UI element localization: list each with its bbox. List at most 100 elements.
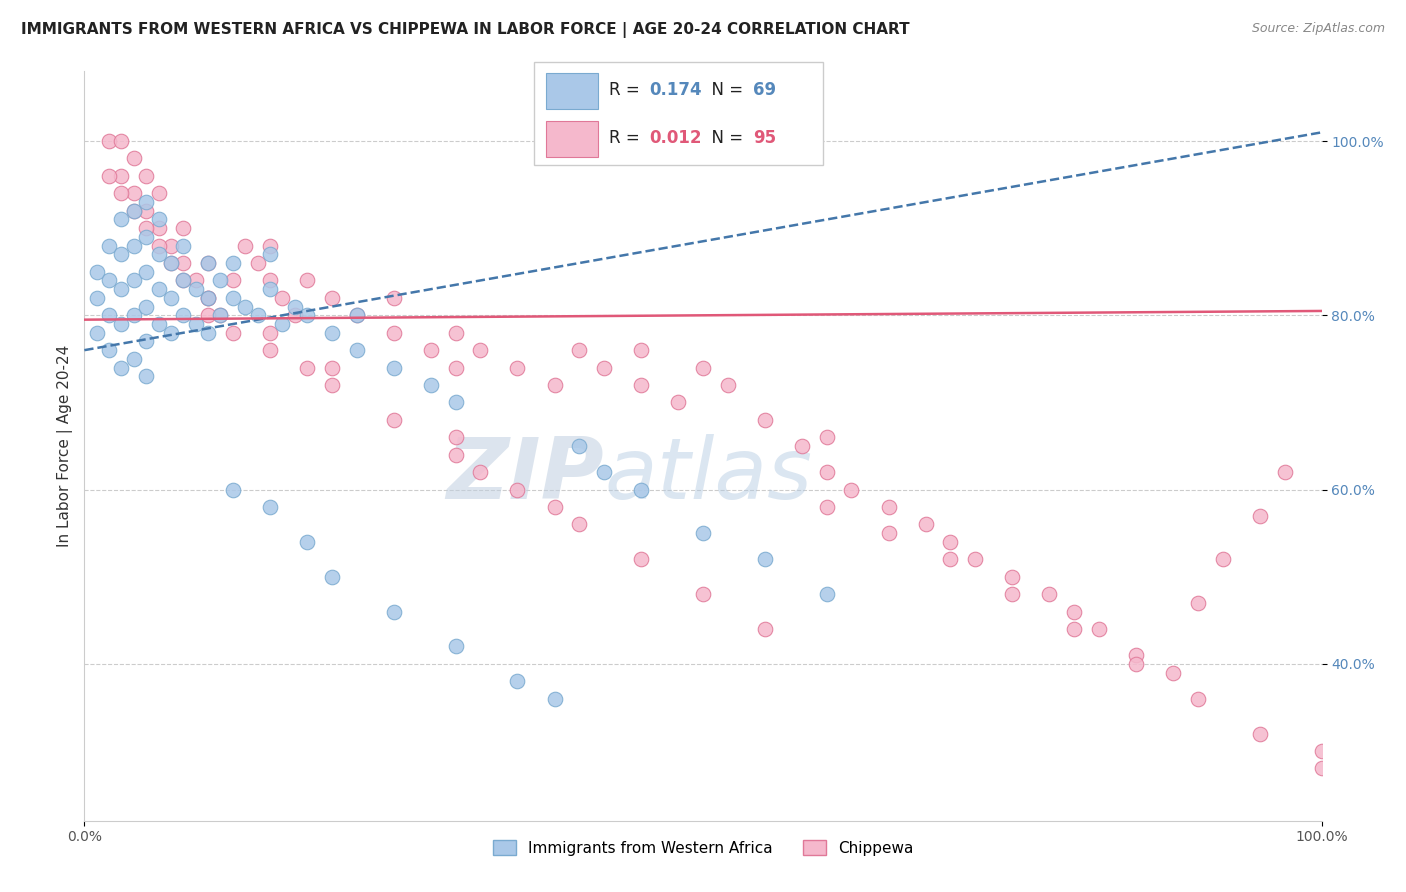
Point: [419, 378, 441, 392]
Point: [197, 291, 219, 305]
Point: [233, 300, 256, 314]
Point: [419, 343, 441, 358]
Point: [259, 326, 281, 340]
Point: [630, 343, 652, 358]
Point: [382, 291, 405, 305]
Point: [160, 291, 183, 305]
Point: [184, 273, 207, 287]
Point: [197, 291, 219, 305]
Point: [197, 256, 219, 270]
Point: [1125, 657, 1147, 671]
Point: [1310, 761, 1333, 775]
Point: [815, 430, 838, 444]
Point: [1187, 691, 1209, 706]
Point: [160, 238, 183, 252]
Point: [295, 534, 318, 549]
Point: [197, 308, 219, 322]
Y-axis label: In Labor Force | Age 20-24: In Labor Force | Age 20-24: [58, 345, 73, 547]
Bar: [546, 73, 598, 109]
Point: [1310, 744, 1333, 758]
Point: [321, 291, 343, 305]
Point: [295, 273, 318, 287]
Point: [148, 282, 170, 296]
Point: [122, 152, 145, 166]
Point: [346, 308, 368, 322]
Point: [939, 534, 962, 549]
Point: [568, 517, 591, 532]
Point: [259, 247, 281, 261]
Point: [877, 500, 900, 514]
Point: [86, 291, 108, 305]
Point: [110, 186, 132, 201]
Text: Source: ZipAtlas.com: Source: ZipAtlas.com: [1251, 22, 1385, 36]
Point: [1212, 552, 1234, 566]
Point: [1001, 570, 1024, 584]
Point: [444, 360, 467, 375]
Point: [184, 282, 207, 296]
Point: [1001, 587, 1024, 601]
Point: [135, 203, 157, 218]
Point: [122, 273, 145, 287]
Point: [222, 291, 245, 305]
Point: [815, 465, 838, 479]
Point: [222, 483, 245, 497]
Point: [877, 526, 900, 541]
Text: N =: N =: [702, 129, 749, 147]
Point: [98, 343, 121, 358]
Point: [110, 282, 132, 296]
Point: [110, 247, 132, 261]
Text: N =: N =: [702, 81, 749, 99]
Point: [790, 439, 813, 453]
Point: [197, 256, 219, 270]
Point: [568, 439, 591, 453]
Point: [135, 369, 157, 384]
Point: [197, 291, 219, 305]
Point: [246, 256, 269, 270]
Point: [135, 334, 157, 349]
Point: [593, 360, 616, 375]
Point: [148, 238, 170, 252]
Point: [271, 317, 294, 331]
Point: [1187, 596, 1209, 610]
Point: [222, 273, 245, 287]
Point: [1063, 605, 1085, 619]
Point: [209, 308, 232, 322]
Point: [939, 552, 962, 566]
Point: [382, 360, 405, 375]
Point: [172, 238, 194, 252]
Point: [346, 343, 368, 358]
Point: [1038, 587, 1060, 601]
Point: [148, 317, 170, 331]
Text: ZIP: ZIP: [446, 434, 605, 517]
Point: [122, 351, 145, 366]
Point: [98, 273, 121, 287]
Point: [122, 308, 145, 322]
Point: [444, 640, 467, 654]
Point: [914, 517, 936, 532]
Point: [172, 256, 194, 270]
Text: IMMIGRANTS FROM WESTERN AFRICA VS CHIPPEWA IN LABOR FORCE | AGE 20-24 CORRELATIO: IMMIGRANTS FROM WESTERN AFRICA VS CHIPPE…: [21, 22, 910, 38]
Point: [233, 238, 256, 252]
Point: [568, 343, 591, 358]
Point: [135, 230, 157, 244]
Point: [98, 169, 121, 183]
Point: [172, 273, 194, 287]
Point: [382, 605, 405, 619]
Point: [666, 395, 689, 409]
Point: [321, 570, 343, 584]
Point: [122, 238, 145, 252]
Point: [754, 552, 776, 566]
Point: [965, 552, 987, 566]
Point: [160, 326, 183, 340]
Bar: [546, 121, 598, 157]
Point: [222, 256, 245, 270]
Point: [259, 238, 281, 252]
Point: [543, 500, 565, 514]
Point: [1161, 665, 1184, 680]
Point: [1125, 648, 1147, 662]
Point: [692, 526, 714, 541]
Point: [86, 265, 108, 279]
Point: [271, 291, 294, 305]
Point: [815, 587, 838, 601]
Point: [1274, 465, 1296, 479]
